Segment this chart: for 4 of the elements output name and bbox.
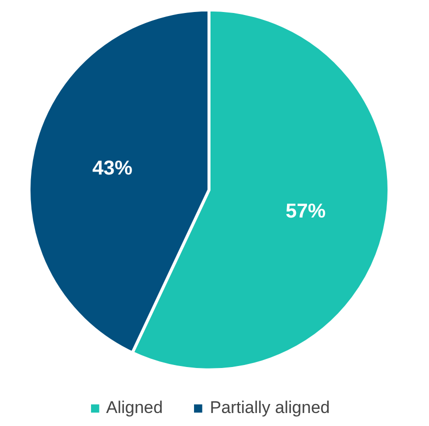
data-label: 57% [286, 200, 326, 222]
legend-label: Partially aligned [210, 398, 330, 418]
data-label: 43% [92, 157, 133, 180]
legend-label: Aligned [106, 398, 163, 418]
